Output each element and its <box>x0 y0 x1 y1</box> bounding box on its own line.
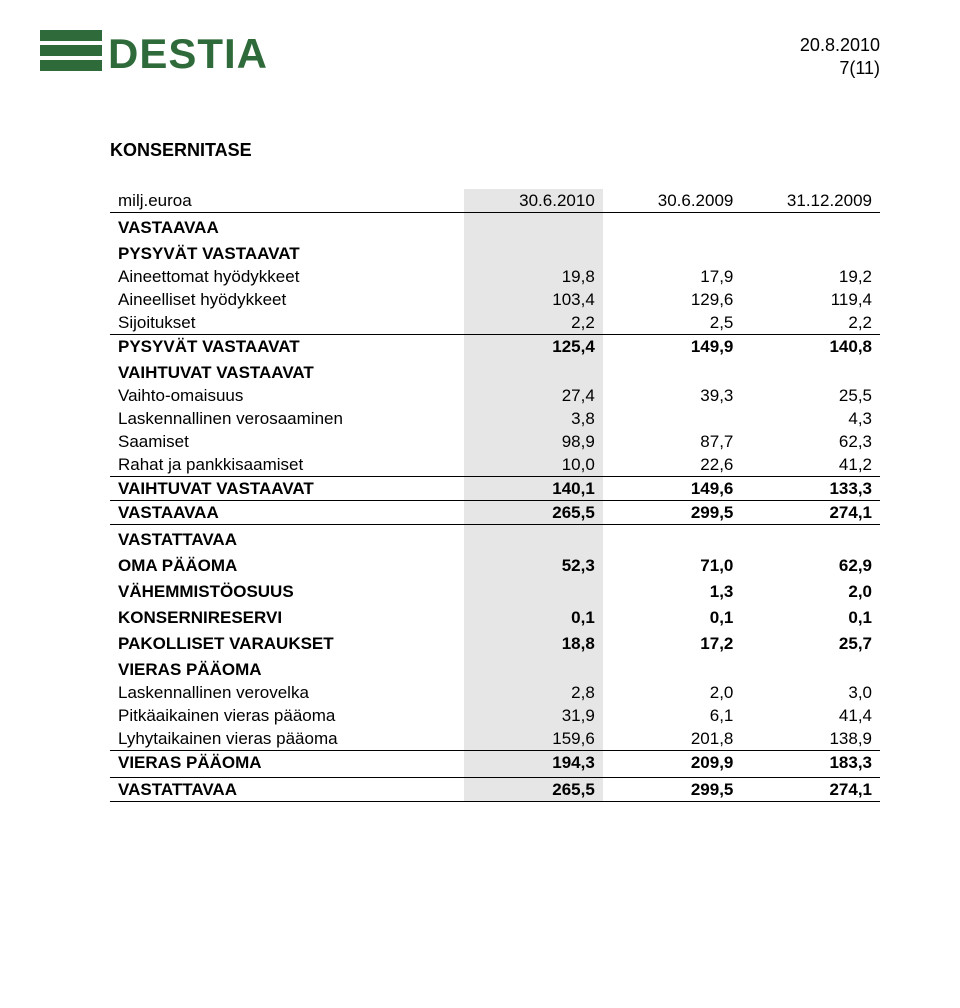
group-heading: VIERAS PÄÄOMA <box>110 658 464 681</box>
logo-text: DESTIA <box>108 30 268 77</box>
cell-v2: 0,1 <box>603 606 742 629</box>
cell-v3: 0,1 <box>741 606 880 629</box>
section-grand-label: VASTAAVAA <box>110 501 464 525</box>
section-grand-label: VASTATTAVAA <box>110 778 464 802</box>
cell-v2: 149,6 <box>603 477 742 501</box>
cell-v2: 17,9 <box>603 265 742 288</box>
cell-v3: 138,9 <box>741 727 880 751</box>
group-heading: VAIHTUVAT VASTAAVAT <box>110 361 464 384</box>
cell-v1: 18,8 <box>464 632 603 655</box>
data-row-label: Lyhytaikainen vieras pääoma <box>110 727 464 751</box>
page-header-right: 20.8.2010 7(11) <box>800 34 880 79</box>
cell-v2: 39,3 <box>603 384 742 407</box>
data-row-label: Sijoitukset <box>110 311 464 335</box>
single-row-label: VÄHEMMISTÖOSUUS <box>110 580 464 603</box>
cell-v2: 299,5 <box>603 778 742 802</box>
cell-v2: 299,5 <box>603 501 742 525</box>
cell-v3: 4,3 <box>741 407 880 430</box>
cell-v1: 125,4 <box>464 335 603 359</box>
cell-v1 <box>464 580 603 603</box>
cell-v3: 2,0 <box>741 580 880 603</box>
cell-v2: 2,5 <box>603 311 742 335</box>
data-row-label: Rahat ja pankkisaamiset <box>110 453 464 477</box>
data-row-label: Pitkäaikainen vieras pääoma <box>110 704 464 727</box>
section-heading: VASTATTAVAA <box>110 528 464 551</box>
data-row-label: Saamiset <box>110 430 464 453</box>
single-row-label: KONSERNIRESERVI <box>110 606 464 629</box>
cell-v1: 0,1 <box>464 606 603 629</box>
cell-v2: 6,1 <box>603 704 742 727</box>
group-total-label: VIERAS PÄÄOMA <box>110 751 464 775</box>
col-header-3: 31.12.2009 <box>741 189 880 213</box>
cell-v1: 159,6 <box>464 727 603 751</box>
cell-v1: 52,3 <box>464 554 603 577</box>
cell-v3: 133,3 <box>741 477 880 501</box>
cell-v1: 3,8 <box>464 407 603 430</box>
cell-v3: 25,5 <box>741 384 880 407</box>
header-page-number: 7(11) <box>800 57 880 80</box>
cell-v3: 140,8 <box>741 335 880 359</box>
group-total-label: PYSYVÄT VASTAAVAT <box>110 335 464 359</box>
cell-v2: 149,9 <box>603 335 742 359</box>
cell-v1: 103,4 <box>464 288 603 311</box>
cell-v1: 194,3 <box>464 751 603 775</box>
cell-v1: 98,9 <box>464 430 603 453</box>
col-header-label: milj.euroa <box>110 189 464 213</box>
col-header-1: 30.6.2010 <box>464 189 603 213</box>
cell-v1: 2,2 <box>464 311 603 335</box>
data-row-label: Aineettomat hyödykkeet <box>110 265 464 288</box>
cell-v2: 17,2 <box>603 632 742 655</box>
cell-v2: 1,3 <box>603 580 742 603</box>
cell-v1: 19,8 <box>464 265 603 288</box>
cell-v3: 3,0 <box>741 681 880 704</box>
group-heading: PYSYVÄT VASTAAVAT <box>110 242 464 265</box>
single-row-label: OMA PÄÄOMA <box>110 554 464 577</box>
logo: DESTIA <box>40 28 290 88</box>
cell-v3: 274,1 <box>741 778 880 802</box>
page-title: KONSERNITASE <box>110 140 880 161</box>
col-header-2: 30.6.2009 <box>603 189 742 213</box>
cell-v3: 274,1 <box>741 501 880 525</box>
cell-v2: 2,0 <box>603 681 742 704</box>
cell-v1: 140,1 <box>464 477 603 501</box>
cell-v3: 25,7 <box>741 632 880 655</box>
cell-v3: 41,2 <box>741 453 880 477</box>
data-row-label: Laskennallinen verovelka <box>110 681 464 704</box>
cell-v3: 19,2 <box>741 265 880 288</box>
cell-v2: 129,6 <box>603 288 742 311</box>
cell-v2: 22,6 <box>603 453 742 477</box>
cell-v1: 265,5 <box>464 501 603 525</box>
cell-v2: 209,9 <box>603 751 742 775</box>
cell-v1: 265,5 <box>464 778 603 802</box>
cell-v2: 201,8 <box>603 727 742 751</box>
data-row-label: Aineelliset hyödykkeet <box>110 288 464 311</box>
cell-v2: 87,7 <box>603 430 742 453</box>
cell-v1: 31,9 <box>464 704 603 727</box>
group-total-label: VAIHTUVAT VASTAAVAT <box>110 477 464 501</box>
cell-v2: 71,0 <box>603 554 742 577</box>
section-heading: VASTAAVAA <box>110 216 464 239</box>
cell-v3: 183,3 <box>741 751 880 775</box>
balance-sheet-table: milj.euroa30.6.201030.6.200931.12.2009 VA… <box>110 189 880 802</box>
single-row-label: PAKOLLISET VARAUKSET <box>110 632 464 655</box>
cell-v3: 62,9 <box>741 554 880 577</box>
cell-v3: 41,4 <box>741 704 880 727</box>
cell-v1: 27,4 <box>464 384 603 407</box>
data-row-label: Laskennallinen verosaaminen <box>110 407 464 430</box>
cell-v1: 2,8 <box>464 681 603 704</box>
cell-v1: 10,0 <box>464 453 603 477</box>
cell-v2 <box>603 407 742 430</box>
header-date: 20.8.2010 <box>800 34 880 57</box>
cell-v3: 62,3 <box>741 430 880 453</box>
data-row-label: Vaihto-omaisuus <box>110 384 464 407</box>
cell-v3: 119,4 <box>741 288 880 311</box>
cell-v3: 2,2 <box>741 311 880 335</box>
